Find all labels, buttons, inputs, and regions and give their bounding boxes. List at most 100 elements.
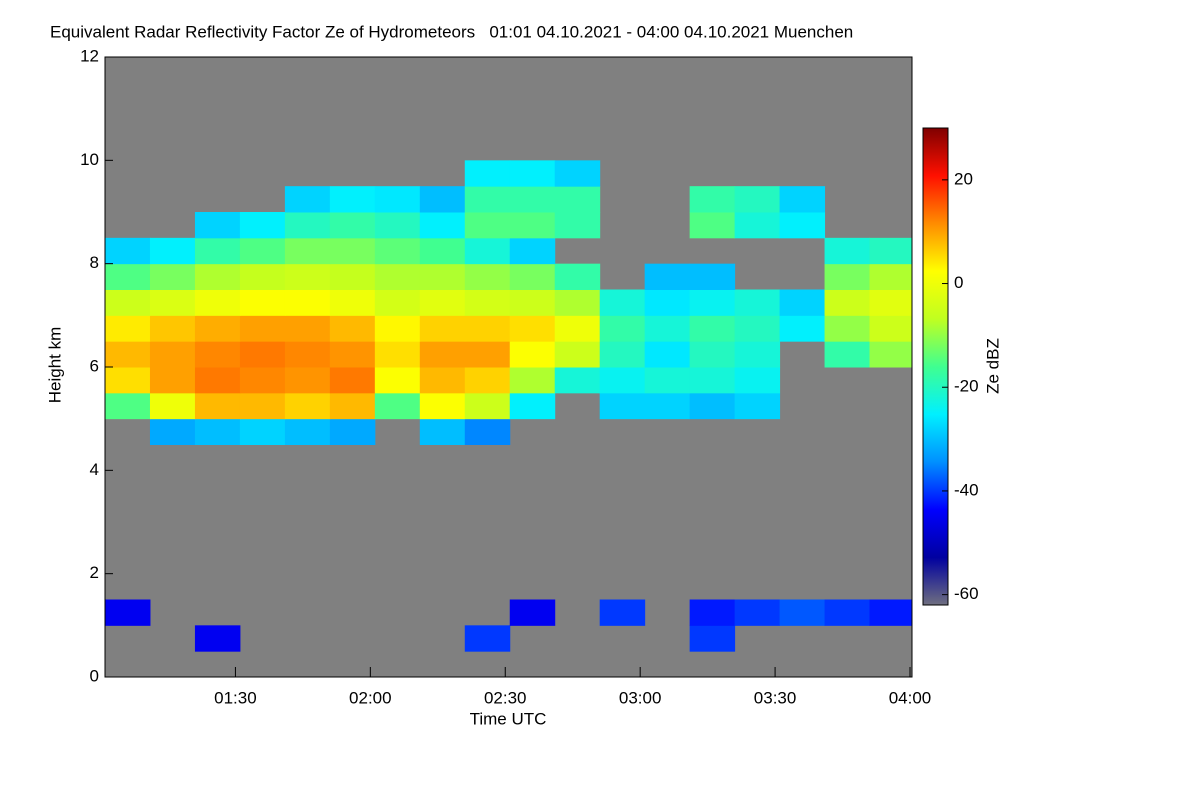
heatmap-cell	[689, 392, 736, 420]
heatmap-cell	[599, 341, 646, 368]
heatmap-cell	[105, 392, 151, 420]
heatmap-cell	[239, 392, 286, 420]
heatmap-cell	[734, 212, 781, 239]
heatmap-cell	[689, 315, 736, 342]
heatmap-cell	[734, 367, 781, 394]
heatmap-cell	[105, 599, 151, 626]
heatmap-cell	[734, 289, 781, 316]
heatmap-cell	[329, 212, 376, 239]
heatmap-cell	[284, 341, 331, 368]
y-tick-label: 8	[90, 253, 99, 272]
heatmap-cell	[194, 367, 241, 394]
heatmap-cell	[644, 367, 691, 394]
y-tick-label: 6	[90, 356, 99, 375]
heatmap-cell	[419, 392, 466, 420]
heatmap-cell	[194, 289, 241, 316]
heatmap-cell	[464, 160, 511, 187]
heatmap-cell	[329, 263, 376, 290]
heatmap-cell	[824, 315, 871, 342]
heatmap-cell	[194, 392, 241, 420]
heatmap-cell	[824, 599, 871, 626]
heatmap-cell	[779, 186, 826, 213]
heatmap-cell	[239, 367, 286, 394]
heatmap-cell	[464, 418, 511, 445]
heatmap-cell	[464, 289, 511, 316]
heatmap-cell	[419, 289, 466, 316]
heatmap-cell	[284, 392, 331, 420]
heatmap-cell	[464, 315, 511, 342]
heatmap-cell	[689, 367, 736, 394]
heatmap-cell	[689, 186, 736, 213]
heatmap-cell	[194, 237, 241, 265]
heatmap-cell	[509, 341, 556, 368]
heatmap-cell	[284, 418, 331, 445]
heatmap-cell	[554, 160, 601, 187]
heatmap-cell	[734, 341, 781, 368]
heatmap-cell	[374, 392, 421, 420]
heatmap-cell	[374, 367, 421, 394]
chart-title: Equivalent Radar Reflectivity Factor Ze …	[50, 22, 853, 41]
heatmap-cell	[374, 237, 421, 265]
heatmap-cell	[419, 315, 466, 342]
heatmap-cell	[374, 315, 421, 342]
heatmap-cell	[599, 599, 646, 626]
heatmap-cell	[779, 212, 826, 239]
heatmap-cell	[284, 315, 331, 342]
heatmap-cell	[239, 315, 286, 342]
heatmap-cell	[824, 341, 871, 368]
heatmap-cell	[329, 289, 376, 316]
heatmap-cell	[869, 237, 912, 265]
heatmap-cell	[869, 263, 912, 290]
heatmap-cell	[464, 392, 511, 420]
heatmap-cell	[734, 392, 781, 420]
heatmap-cell	[509, 212, 556, 239]
heatmap-cell	[509, 392, 556, 420]
heatmap-cell	[419, 186, 466, 213]
heatmap-cell	[194, 418, 241, 445]
heatmap-cell	[329, 186, 376, 213]
heatmap-cell	[689, 263, 736, 290]
heatmap-cell	[644, 315, 691, 342]
heatmap-cell	[284, 367, 331, 394]
heatmap-cell	[464, 367, 511, 394]
colorbar-tick-label: 20	[954, 169, 973, 188]
heatmap-cell	[509, 186, 556, 213]
heatmap-cell	[554, 341, 601, 368]
y-tick-label: 10	[80, 150, 99, 169]
colorbar-tick-label: -20	[954, 377, 979, 396]
heatmap-cell	[644, 392, 691, 420]
heatmap-cell	[194, 625, 241, 652]
heatmap-cell	[644, 263, 691, 290]
y-axis-title: Height km	[45, 327, 64, 404]
colorbar-tick-label: 0	[954, 273, 963, 292]
heatmap-cell	[599, 315, 646, 342]
heatmap-cell	[779, 289, 826, 316]
heatmap-cell	[554, 263, 601, 290]
heatmap-cell	[464, 625, 511, 652]
heatmap-cell	[329, 237, 376, 265]
heatmap-cell	[105, 367, 151, 394]
heatmap-cell	[149, 263, 196, 290]
heatmap-cell	[194, 315, 241, 342]
heatmap-cell	[194, 341, 241, 368]
heatmap-cell	[329, 315, 376, 342]
heatmap-cell	[644, 289, 691, 316]
x-tick-label: 02:30	[484, 688, 527, 707]
x-axis-title: Time UTC	[470, 709, 547, 728]
colorbar-title: Ze dBZ	[983, 338, 1002, 394]
heatmap-cell	[509, 237, 556, 265]
heatmap-cell	[599, 392, 646, 420]
heatmap-cell	[689, 289, 736, 316]
heatmap-cell	[734, 315, 781, 342]
heatmap-cell	[509, 599, 556, 626]
heatmap-cell	[149, 341, 196, 368]
heatmap-cell	[105, 289, 151, 316]
heatmap-cell	[105, 341, 151, 368]
heatmap-cell	[374, 263, 421, 290]
heatmap-cell	[554, 315, 601, 342]
heatmap-cell	[149, 315, 196, 342]
heatmap-cell	[149, 392, 196, 420]
heatmap-cell	[149, 418, 196, 445]
heatmap-cell	[689, 212, 736, 239]
